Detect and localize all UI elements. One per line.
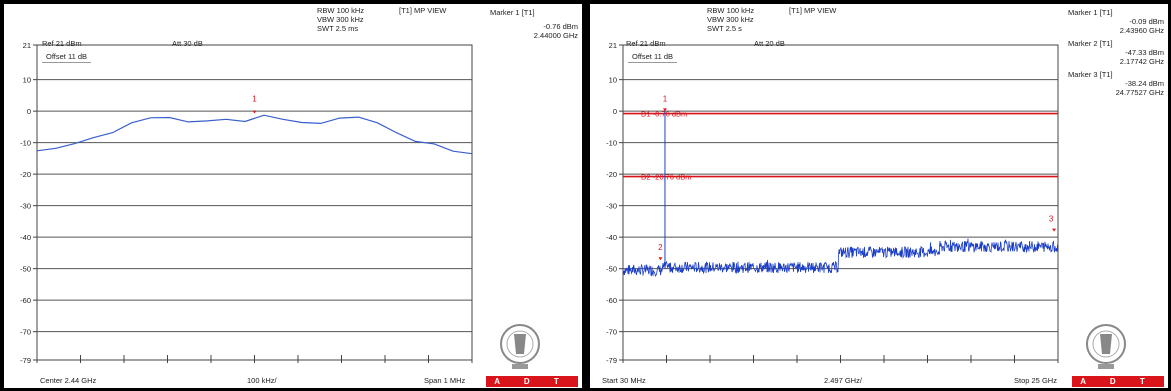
left-ytick-label: -50	[20, 265, 31, 274]
chart-panel-right: RBW 100 kHz VBW 300 kHz SWT 2.5 s [T1] M…	[590, 4, 1168, 388]
right-vbw: VBW 300 kHz	[707, 15, 754, 24]
left-center-freq: Center 2.44 GHz	[40, 376, 97, 385]
right-x-division: 2.497 GHz/	[824, 376, 862, 385]
left-x-division: 100 kHz/	[247, 376, 277, 385]
left-attenuation: Att 30 dB	[172, 39, 203, 48]
right-ytick-label: 10	[609, 76, 617, 85]
left-settings: RBW 100 kHz VBW 300 kHz SWT 2.5 ms	[317, 6, 364, 33]
right-rbw: RBW 100 kHz	[707, 6, 755, 15]
right-ytick-label: -20	[606, 170, 617, 179]
right-ytick-label: -70	[606, 328, 617, 337]
chart-panel-left: RBW 100 kHz VBW 300 kHz SWT 2.5 ms [T1] …	[4, 4, 582, 388]
right-display-line-label-d2: D2 -20.76 dBm	[641, 173, 691, 182]
left-marker-1-level: -0.76 dBm	[543, 22, 578, 31]
right-ytick-label: -79	[606, 356, 617, 365]
right-marker-2-label: 2	[658, 243, 663, 252]
right-marker-3-freq: 24.77527 GHz	[1115, 88, 1164, 97]
right-ytick-label: 21	[609, 41, 617, 50]
right-marker-3-point	[1052, 228, 1057, 232]
right-ytick-label: -40	[606, 233, 617, 242]
left-ytick-label: 21	[23, 41, 31, 50]
right-marker-1-title: Marker 1 [T1]	[1068, 8, 1113, 17]
right-marker-1-point	[662, 108, 667, 112]
right-marker-3-title: Marker 3 [T1]	[1068, 70, 1113, 79]
left-marker-1-label: 1	[252, 95, 257, 104]
right-marker-2-point	[658, 257, 663, 261]
right-trace-line	[622, 238, 1058, 277]
left-ytick-label: -20	[20, 170, 31, 179]
left-swt: SWT 2.5 ms	[317, 24, 359, 33]
right-marker-2-freq: 2.17742 GHz	[1119, 57, 1164, 66]
left-marker-1-freq: 2.44000 GHz	[533, 31, 578, 40]
left-vbw: VBW 300 kHz	[317, 15, 364, 24]
right-marker-2-level: -47.33 dBm	[1125, 48, 1164, 57]
right-stop-freq: Stop 25 GHz	[1014, 376, 1057, 385]
right-settings: RBW 100 kHz VBW 300 kHz SWT 2.5 s	[707, 6, 754, 33]
left-ytick-label: -70	[20, 328, 31, 337]
left-offset: Offset 11 dB	[42, 52, 91, 63]
adt-badge-left: A D T	[486, 376, 578, 387]
left-marker-1-title: Marker 1 [T1]	[490, 8, 535, 17]
left-ytick-label: -40	[20, 233, 31, 242]
right-marker-readout: Marker 1 [T1] -0.09 dBm 2.43960 GHz Mark…	[1068, 8, 1164, 97]
right-marker-1-freq: 2.43960 GHz	[1119, 26, 1164, 35]
right-swt: SWT 2.5 s	[707, 24, 742, 33]
right-ytick-label: -30	[606, 202, 617, 211]
right-display-line-label-d1: D1 -0.76 dBm	[641, 110, 687, 119]
right-plot-frame	[622, 44, 1059, 361]
left-trace-line	[36, 114, 473, 155]
left-ref-level: Ref 21 dBm	[42, 39, 82, 48]
right-ytick-label: -60	[606, 296, 617, 305]
right-ytick-label: 0	[613, 107, 617, 116]
bureau-veritas-logo-right	[1086, 324, 1126, 369]
right-ytick-label: -10	[606, 139, 617, 148]
right-ytick-label: -50	[606, 265, 617, 274]
right-attenuation: Att 20 dB	[754, 39, 785, 48]
left-ytick-label: -60	[20, 296, 31, 305]
right-marker-1-level: -0.09 dBm	[1129, 17, 1164, 26]
left-ytick-label: -10	[20, 139, 31, 148]
left-mode: [T1] MP VIEW	[399, 6, 447, 15]
left-ytick-label: 10	[23, 76, 31, 85]
right-mode: [T1] MP VIEW	[789, 6, 837, 15]
right-marker-2-title: Marker 2 [T1]	[1068, 39, 1113, 48]
left-rbw: RBW 100 kHz	[317, 6, 365, 15]
left-span: Span 1 MHz	[424, 376, 466, 385]
left-plot: 21 10 0 -10 -20 -30 -40 -50 -60 -70 -79 1	[20, 41, 473, 365]
right-marker-3-label: 3	[1049, 215, 1054, 224]
left-marker-readout: Marker 1 [T1] -0.76 dBm 2.44000 GHz	[490, 8, 578, 40]
right-marker-1-label: 1	[663, 94, 668, 103]
right-ref-level: Ref 21 dBm	[626, 39, 666, 48]
left-ytick-label: 0	[27, 107, 31, 116]
right-marker-3-level: -38.24 dBm	[1125, 79, 1164, 88]
left-ytick-label: -30	[20, 202, 31, 211]
left-ytick-label: -79	[20, 356, 31, 365]
bureau-veritas-logo-left	[500, 324, 540, 369]
right-offset: Offset 11 dB	[628, 52, 677, 63]
right-start-freq: Start 30 MHz	[602, 376, 646, 385]
left-marker-1-point	[252, 110, 257, 114]
left-plot-frame	[36, 44, 473, 361]
adt-badge-right: A D T	[1072, 376, 1164, 387]
